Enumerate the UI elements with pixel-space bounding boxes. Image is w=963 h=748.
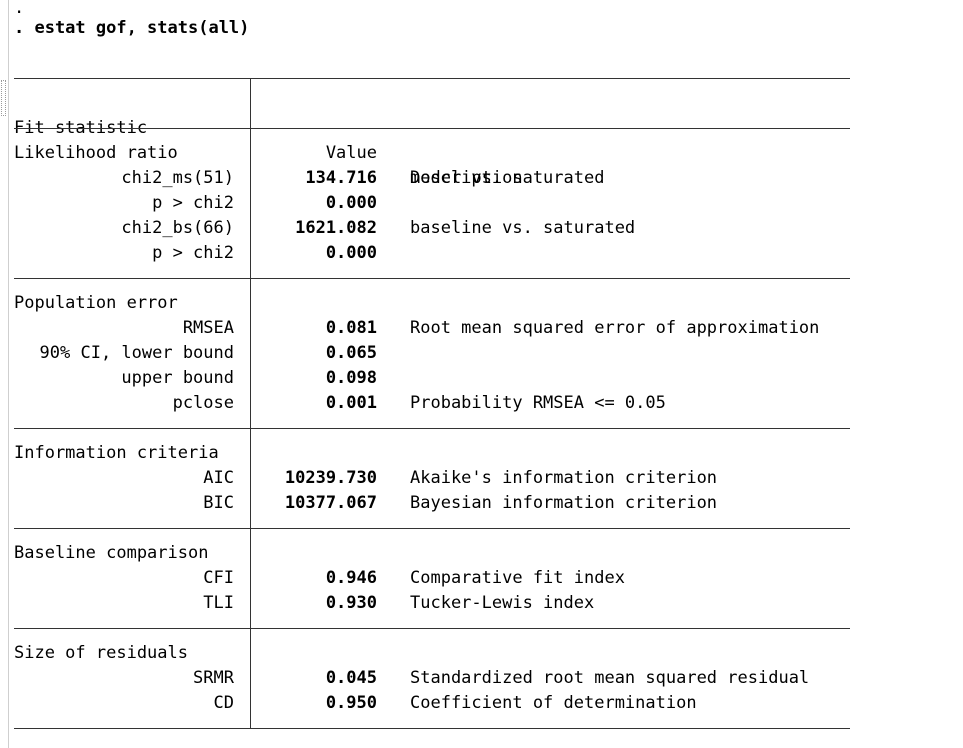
table-row: p > chi2 0.000 — [14, 191, 954, 216]
table-row: upper bound 0.098 — [14, 366, 954, 391]
stat-label: chi2_ms(51) — [121, 168, 234, 188]
table-row: p > chi2 0.000 — [14, 241, 954, 266]
group-title-row: Likelihood ratio — [14, 141, 954, 166]
table-row: RMSEA 0.081 Root mean squared error of app… — [14, 316, 954, 341]
stat-value: 0.950 — [325, 693, 377, 713]
stat-description: Coefficient of determination — [410, 693, 697, 713]
stat-description: Tucker-Lewis index — [410, 593, 595, 613]
stat-description: Akaike's information criterion — [410, 468, 718, 488]
stat-description: Root mean squared error of approximation — [410, 318, 820, 338]
stat-value: 1621.082 — [295, 218, 377, 238]
group-separator-rule — [14, 628, 850, 629]
group-title-row: Population error — [14, 291, 954, 316]
group-title: Likelihood ratio — [14, 143, 178, 163]
stat-label: p > chi2 — [152, 193, 234, 213]
stat-label: CD — [213, 693, 234, 713]
table-bottom-rule — [14, 728, 850, 729]
header-value: Value — [325, 143, 377, 163]
stat-value: 0.000 — [325, 243, 377, 263]
results-console: . . estat gof, stats(all) Fit statistic … — [14, 0, 954, 748]
stat-value: 0.946 — [325, 568, 377, 588]
stat-label: upper bound — [121, 368, 234, 388]
stat-description: baseline vs. saturated — [410, 218, 636, 238]
stat-value: 0.000 — [325, 193, 377, 213]
table-row: AIC 10239.730 Akaike's information criteri… — [14, 466, 954, 491]
stat-value: 10239.730 — [284, 468, 377, 488]
stat-value: 134.716 — [305, 168, 377, 188]
group-title-row: Information criteria — [14, 441, 954, 466]
table-row: pclose 0.001 Probability RMSEA <= 0.05 — [14, 391, 954, 416]
stat-label: p > chi2 — [152, 243, 234, 263]
table-row: chi2_ms(51) 134.716 model vs. saturated — [14, 166, 954, 191]
table-row: CFI 0.946 Comparative fit index — [14, 566, 954, 591]
table-row: TLI 0.930 Tucker-Lewis index — [14, 591, 954, 616]
stat-label: pclose — [172, 393, 234, 413]
table-row: 90% CI, lower bound 0.065 — [14, 341, 954, 366]
table-row: BIC 10377.067 Bayesian information criteri… — [14, 491, 954, 516]
stat-label: CFI — [203, 568, 234, 588]
stat-description: Comparative fit index — [410, 568, 625, 588]
stat-value: 10377.067 — [284, 493, 377, 513]
stat-description: model vs. saturated — [410, 168, 605, 188]
stat-label: SRMR — [193, 668, 234, 688]
table-row: chi2_bs(66) 1621.082 baseline vs. saturate… — [14, 216, 954, 241]
group-separator-rule — [14, 428, 850, 429]
table-header-row: Fit statistic Value Description — [14, 91, 954, 188]
stat-label: TLI — [203, 593, 234, 613]
scroll-marker — [1, 80, 6, 116]
group-title-row: Baseline comparison — [14, 541, 954, 566]
group-title: Population error — [14, 293, 178, 313]
command-line: . estat gof, stats(all) — [14, 18, 250, 38]
stat-value: 0.081 — [325, 318, 377, 338]
stat-description: Standardized root mean squared residual — [410, 668, 810, 688]
stat-label: 90% CI, lower bound — [39, 343, 234, 363]
window-left-border — [8, 0, 9, 748]
table-row: CD 0.950 Coefficient of determination — [14, 691, 954, 716]
stat-value: 0.001 — [325, 393, 377, 413]
stat-description: Bayesian information criterion — [410, 493, 718, 513]
table-row: SRMR 0.045 Standardized root mean squared … — [14, 666, 954, 691]
prompt-dot: . — [14, 0, 25, 18]
column-separator — [250, 79, 251, 729]
stat-description: Probability RMSEA <= 0.05 — [410, 393, 666, 413]
group-separator-rule — [14, 528, 850, 529]
group-separator-rule — [14, 278, 850, 279]
group-title: Information criteria — [14, 443, 219, 463]
stat-value: 0.045 — [325, 668, 377, 688]
table-top-rule — [14, 78, 850, 79]
group-title: Baseline comparison — [14, 543, 209, 563]
stat-label: chi2_bs(66) — [121, 218, 234, 238]
stat-label: AIC — [203, 468, 234, 488]
stat-value: 0.065 — [325, 343, 377, 363]
stat-label: RMSEA — [182, 318, 234, 338]
group-title: Size of residuals — [14, 643, 188, 663]
group-title-row: Size of residuals — [14, 641, 954, 666]
header-description: Description — [410, 168, 523, 188]
stat-value: 0.930 — [325, 593, 377, 613]
group-separator-rule — [14, 128, 850, 129]
stat-value: 0.098 — [325, 368, 377, 388]
stat-label: BIC — [203, 493, 234, 513]
